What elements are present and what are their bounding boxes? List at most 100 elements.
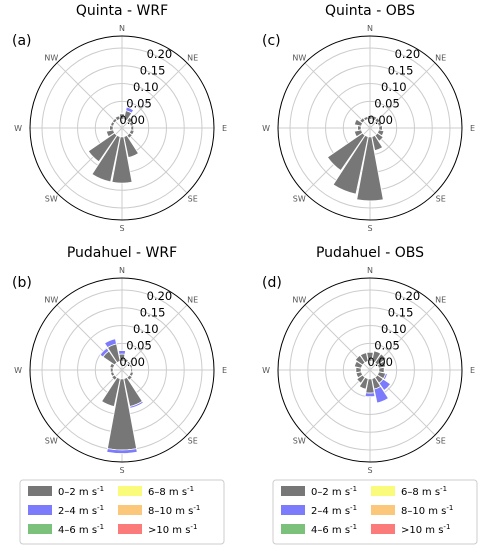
wind-bar <box>374 353 387 366</box>
panel-title: Pudahuel - OBS <box>316 245 424 261</box>
legend-label: >10 m s-1 <box>148 523 197 536</box>
direction-label: SW <box>293 437 306 446</box>
outer-circle <box>29 35 215 221</box>
windrose-panel: Pudahuel - OBS (d) 0.00 0.05 0.10 0.15 0.20 N NE… <box>262 245 475 475</box>
wind-bar <box>373 385 389 404</box>
direction-label: W <box>262 124 270 133</box>
direction-label: N <box>367 24 373 33</box>
legend-swatch <box>371 486 395 496</box>
legend-swatch <box>281 524 305 534</box>
direction-label: NE <box>435 53 446 62</box>
wind-bar <box>91 134 121 183</box>
direction-label: SE <box>188 195 198 204</box>
legend-label: 6–8 m s-1 <box>401 485 447 498</box>
panel-letter: (a) <box>12 33 32 49</box>
direction-label: SW <box>293 195 306 204</box>
radial-tick-label: 0.10 <box>133 322 159 336</box>
panel-letter: (b) <box>12 275 32 291</box>
wind-bar <box>354 354 366 366</box>
wind-bar <box>371 350 382 364</box>
direction-label: E <box>470 124 475 133</box>
radial-tick-label: 0.00 <box>119 355 145 369</box>
wind-bar <box>129 400 144 409</box>
panel-letter: (d) <box>262 275 282 291</box>
radial-tick-label: 0.00 <box>367 355 393 369</box>
legend-label: 8–10 m s-1 <box>148 504 200 517</box>
grid-spoke <box>56 369 123 436</box>
legend-swatch <box>371 505 395 515</box>
grid-spoke <box>121 369 188 436</box>
grid-spoke <box>121 304 188 371</box>
wind-bar <box>356 136 384 202</box>
wind-bar <box>332 134 369 195</box>
direction-label: NW <box>44 295 58 304</box>
legend-label: 0–2 m s-1 <box>58 485 104 498</box>
wind-bar <box>378 378 392 392</box>
legend-swatch <box>28 505 52 515</box>
wind-bar <box>123 134 140 159</box>
wind-bar <box>366 351 374 362</box>
legend-swatch <box>281 505 305 515</box>
radial-tick-label: 0.20 <box>395 289 421 303</box>
wind-bar <box>382 372 388 381</box>
radial-tick-label: 0.10 <box>133 80 159 94</box>
radial-tick-label: 0.15 <box>388 306 414 320</box>
direction-label: E <box>222 124 227 133</box>
direction-label: S <box>119 466 124 475</box>
direction-label: NE <box>187 295 198 304</box>
wind-bar <box>326 132 366 172</box>
wind-bar <box>353 129 364 138</box>
radial-tick-label: 0.20 <box>147 289 173 303</box>
windrose-panel: Quinta - WRF (a) 0.00 0.05 0.10 0.15 0.20 N NE E S… <box>12 3 227 233</box>
windrose-panel: Pudahuel - WRF (b) 0.00 0.05 0.10 0.15 0.20 N NE… <box>12 245 227 475</box>
wind-bar <box>104 338 117 349</box>
windrose-panel: Quinta - OBS (c) 0.00 0.05 0.10 0.15 0.20 N NE E S… <box>262 3 475 233</box>
radial-tick-label: 0.05 <box>126 338 152 352</box>
wind-bar <box>353 118 364 127</box>
radial-tick-label: 0.20 <box>147 47 173 61</box>
legend-label: 2–4 m s-1 <box>311 504 357 517</box>
wind-bar <box>99 347 110 358</box>
legend: 0–2 m s-1 2–4 m s-1 4–6 m s-1 6–8 m s-1 8–10… <box>19 479 225 545</box>
wind-bar <box>359 117 366 124</box>
panel-letter: (c) <box>262 33 281 49</box>
legend-swatch <box>118 505 142 515</box>
legend-label: 4–6 m s-1 <box>311 523 357 536</box>
direction-label: SE <box>436 195 446 204</box>
direction-label: N <box>367 266 373 275</box>
grid-spoke <box>369 62 436 129</box>
wind-bar <box>87 132 118 163</box>
direction-label: NW <box>292 295 306 304</box>
outer-circle <box>277 277 463 463</box>
radial-tick-label: 0.05 <box>126 96 152 110</box>
wind-bar <box>359 352 369 364</box>
panel-title: Quinta - OBS <box>325 3 415 19</box>
wind-bar <box>376 360 387 369</box>
wind-bar <box>374 117 381 124</box>
direction-label: NW <box>44 53 58 62</box>
wind-bar <box>128 116 134 122</box>
legend-label: 8–10 m s-1 <box>401 504 453 517</box>
legend-label: 4–6 m s-1 <box>58 523 104 536</box>
direction-label: W <box>14 366 22 375</box>
direction-label: E <box>222 366 227 375</box>
radial-tick-label: 0.15 <box>388 64 414 78</box>
legend-swatch <box>281 486 305 496</box>
direction-label: W <box>262 366 270 375</box>
legend-label: 0–2 m s-1 <box>311 485 357 498</box>
direction-label: NE <box>187 53 198 62</box>
legend-swatch <box>371 524 395 534</box>
direction-label: S <box>367 224 372 233</box>
wind-bar <box>356 374 366 384</box>
grid-spoke <box>121 127 188 194</box>
wind-bar <box>105 129 116 138</box>
wind-bar <box>101 376 121 407</box>
wind-bar <box>363 116 369 122</box>
radial-tick-label: 0.10 <box>381 80 407 94</box>
legend-swatch <box>118 524 142 534</box>
direction-label: SW <box>45 437 58 446</box>
wind-bar <box>371 134 384 152</box>
panel-title: Quinta - WRF <box>76 3 168 19</box>
wind-bar <box>374 132 384 142</box>
wind-bar <box>123 358 129 364</box>
